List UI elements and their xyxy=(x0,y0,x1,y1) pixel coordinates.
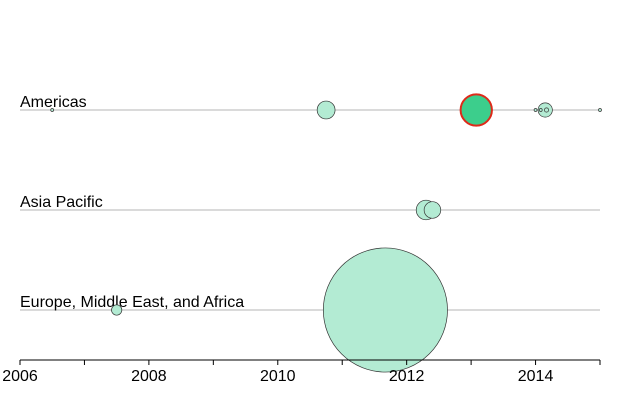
x-tick-label: 2014 xyxy=(518,368,554,385)
bubble xyxy=(423,201,442,219)
bubble xyxy=(538,108,543,112)
row-label: Americas xyxy=(20,94,87,111)
x-tick-label: 2012 xyxy=(389,368,425,385)
x-tick-label: 2010 xyxy=(260,368,296,385)
row-labels: Americas Asia Pacific Europe, Middle East,… xyxy=(20,94,244,311)
x-axis: 2006 2008 2010 2012 2014 xyxy=(2,359,601,385)
bubble xyxy=(322,247,448,373)
x-tick-label: 2006 xyxy=(2,368,38,385)
x-tick-label: 2008 xyxy=(131,368,167,385)
bubble xyxy=(50,108,55,112)
bubble-highlighted xyxy=(459,93,493,127)
row-label: Europe, Middle East, and Africa xyxy=(20,294,244,311)
bubble xyxy=(533,108,538,112)
bubble xyxy=(544,107,549,113)
row-label: Asia Pacific xyxy=(20,194,103,211)
bubble xyxy=(316,100,336,120)
bubble xyxy=(111,304,123,316)
row-lines xyxy=(20,109,600,311)
bubbles xyxy=(50,93,602,373)
bubble xyxy=(598,108,602,112)
